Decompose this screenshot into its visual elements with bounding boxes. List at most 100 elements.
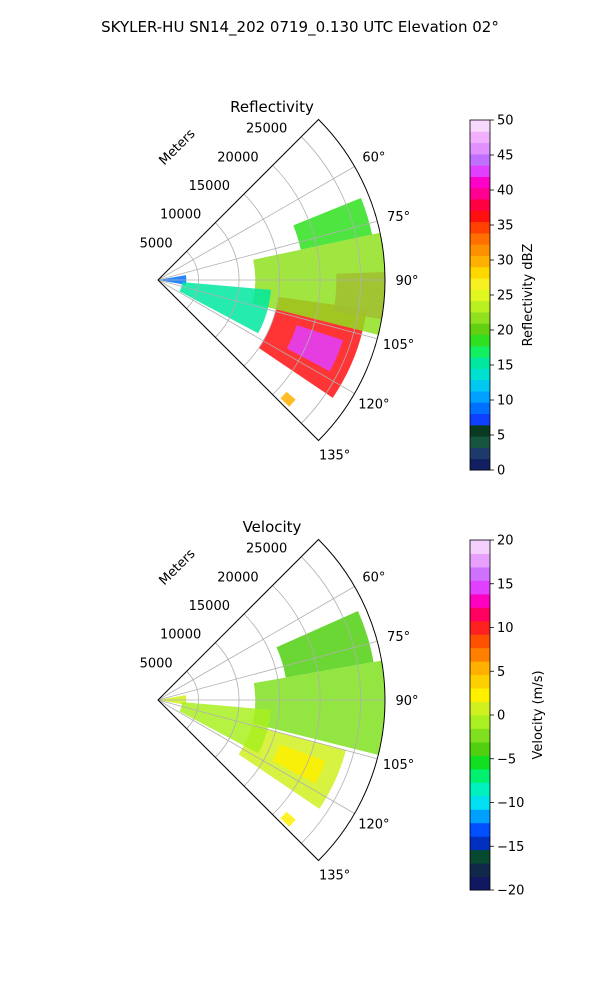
azimuth-tick-label: 105° xyxy=(383,758,414,773)
colorbar-segment xyxy=(470,822,490,837)
colorbar-segment xyxy=(470,741,490,756)
colorbar-segment xyxy=(470,647,490,662)
colorbar-segment xyxy=(470,413,490,426)
colorbar-segment xyxy=(470,289,490,302)
colorbar-tick-label: 45 xyxy=(497,149,514,164)
echo-region-inbound-east xyxy=(252,660,385,755)
azimuth-tick-label: 135° xyxy=(319,869,350,884)
colorbar-segment xyxy=(470,368,490,381)
colorbar-segment xyxy=(470,390,490,403)
colorbar-segment xyxy=(470,701,490,716)
colorbar-segment xyxy=(470,607,490,622)
colorbar-segment xyxy=(470,142,490,155)
colorbar-tick-label: 35 xyxy=(497,219,514,234)
echo-region-stratiform-east xyxy=(252,232,385,335)
colorbar-segment xyxy=(470,795,490,810)
colorbar-tick-label: 20 xyxy=(497,534,514,549)
colorbar-segment xyxy=(470,424,490,437)
sector-outline xyxy=(157,538,386,862)
azimuth-tick-label: 135° xyxy=(319,449,350,464)
colorbar-segment xyxy=(470,768,490,783)
range-tick-label: 10000 xyxy=(160,628,201,643)
azimuth-tick-label: 90° xyxy=(395,694,418,709)
azimuth-tick-label: 105° xyxy=(383,338,414,353)
colorbar-segment xyxy=(470,334,490,347)
azimuth-tick-label: 120° xyxy=(358,398,389,413)
azimuth-spoke xyxy=(157,220,378,281)
colorbar-segment xyxy=(470,782,490,797)
colorbar-tick-label: 5 xyxy=(497,429,505,444)
colorbar-segment xyxy=(470,836,490,851)
velocity-radius-label: Meters xyxy=(157,546,199,588)
colorbar-tick-label: −5 xyxy=(497,752,516,767)
colorbar-segment xyxy=(470,876,490,891)
velocity-panel: Velocity Meters 5000 10000 15000 20000 25000… xyxy=(140,518,546,899)
colorbar-tick-label: 5 xyxy=(497,665,505,680)
colorbar-segment xyxy=(470,402,490,415)
colorbar-segment xyxy=(470,809,490,824)
velocity-title: Velocity xyxy=(243,518,302,536)
colorbar-segment xyxy=(470,199,490,211)
range-tick-label: 25000 xyxy=(246,122,287,137)
azimuth-spoke xyxy=(157,279,378,340)
colorbar-segment xyxy=(470,176,490,189)
range-tick-label: 5000 xyxy=(140,236,173,251)
echo-region-western-scatter xyxy=(179,702,272,754)
sector-outline xyxy=(157,118,386,442)
echo-region-outbound-peak xyxy=(272,744,326,784)
azimuth-spoke xyxy=(157,640,378,701)
colorbar-segment xyxy=(470,187,490,200)
colorbar-segment xyxy=(470,131,490,144)
colorbar-segment xyxy=(470,458,490,471)
range-tick-label: 10000 xyxy=(160,208,201,223)
colorbar-tick-label: 10 xyxy=(497,621,514,636)
colorbar-segment xyxy=(470,436,490,448)
colorbar-segment xyxy=(470,553,490,568)
velocity-colorbar-label: Velocity (m/s) xyxy=(531,670,546,759)
colorbar-segment xyxy=(470,849,490,864)
colorbar-segment xyxy=(470,311,490,324)
range-tick-label: 15000 xyxy=(189,599,230,614)
reflectivity-colorbar: 0 5 10 15 20 25 30 35 40 45 50 xyxy=(469,114,514,479)
reflectivity-title: Reflectivity xyxy=(230,98,314,116)
colorbar-segment xyxy=(470,210,490,223)
range-tick-label: 20000 xyxy=(217,150,258,165)
colorbar-segment xyxy=(470,379,490,392)
colorbar-segment xyxy=(470,661,490,676)
azimuth-spoke xyxy=(157,586,355,701)
colorbar-tick-label: 20 xyxy=(497,324,514,339)
colorbar-tick-label: 40 xyxy=(497,184,514,199)
echo-region-small-cell-135 xyxy=(280,391,296,407)
colorbar-tick-label: 50 xyxy=(497,114,514,129)
colorbar-segment xyxy=(470,278,490,290)
azimuth-tick-label: 75° xyxy=(387,630,410,645)
reflectivity-radius-label: Meters xyxy=(157,126,199,168)
echo-region-band-72 xyxy=(293,198,373,250)
azimuth-spoke xyxy=(157,279,355,394)
colorbar-segment xyxy=(470,357,490,369)
range-tick-label: 5000 xyxy=(140,656,173,671)
colorbar-segment xyxy=(470,688,490,703)
colorbar-tick-label: 10 xyxy=(497,394,514,409)
velocity-plot: 5000 10000 15000 20000 25000 60° 75° 90° 105° 120… xyxy=(140,538,419,884)
reflectivity-panel: Reflectivity Meters 5000 10000 15000 20000 2… xyxy=(140,98,536,479)
azimuth-spoke xyxy=(157,699,378,760)
azimuth-tick-label: 60° xyxy=(362,571,385,586)
echo-region-small-cell-135 xyxy=(280,811,296,827)
colorbar-tick-label: 0 xyxy=(497,464,505,479)
colorbar-tick-label: −10 xyxy=(497,796,524,811)
colorbar-segment xyxy=(470,323,490,336)
colorbar-tick-label: −15 xyxy=(497,840,524,855)
colorbar-segment xyxy=(470,566,490,581)
colorbar-segment xyxy=(470,153,490,166)
colorbar-segment xyxy=(470,728,490,743)
colorbar-segment xyxy=(470,755,490,770)
azimuth-tick-label: 75° xyxy=(387,210,410,225)
colorbar-segment xyxy=(470,540,490,554)
colorbar-segment xyxy=(470,620,490,635)
colorbar-segment xyxy=(470,580,490,595)
figure-suptitle: SKYLER-HU SN14_202 0719_0.130 UTC Elevat… xyxy=(101,18,499,37)
colorbar-tick-label: 15 xyxy=(497,577,514,592)
azimuth-spoke xyxy=(157,166,355,281)
